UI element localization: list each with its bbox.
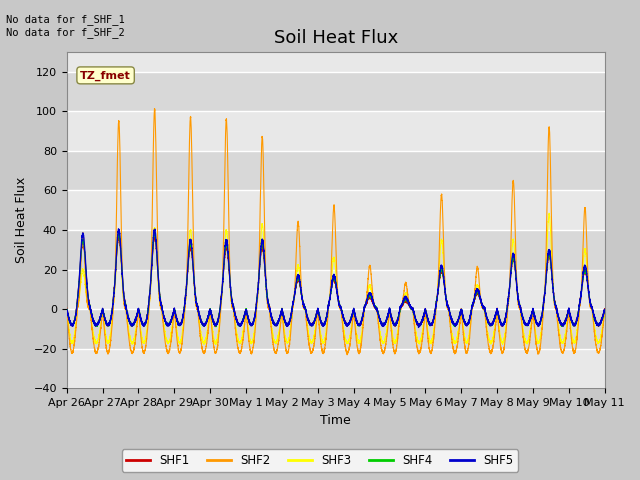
Bar	[67, 270, 605, 309]
Text: No data for f_SHF_1
No data for f_SHF_2: No data for f_SHF_1 No data for f_SHF_2	[6, 14, 125, 38]
Y-axis label: Soil Heat Flux: Soil Heat Flux	[15, 177, 28, 263]
Text: TZ_fmet: TZ_fmet	[80, 70, 131, 81]
Bar	[67, 151, 605, 191]
Bar	[67, 309, 605, 349]
Bar	[67, 72, 605, 111]
Bar	[67, 349, 605, 388]
Bar	[67, 111, 605, 151]
Title: Soil Heat Flux: Soil Heat Flux	[274, 29, 398, 48]
X-axis label: Time: Time	[321, 414, 351, 427]
Bar	[67, 191, 605, 230]
Bar	[67, 230, 605, 270]
Legend: SHF1, SHF2, SHF3, SHF4, SHF5: SHF1, SHF2, SHF3, SHF4, SHF5	[122, 449, 518, 472]
